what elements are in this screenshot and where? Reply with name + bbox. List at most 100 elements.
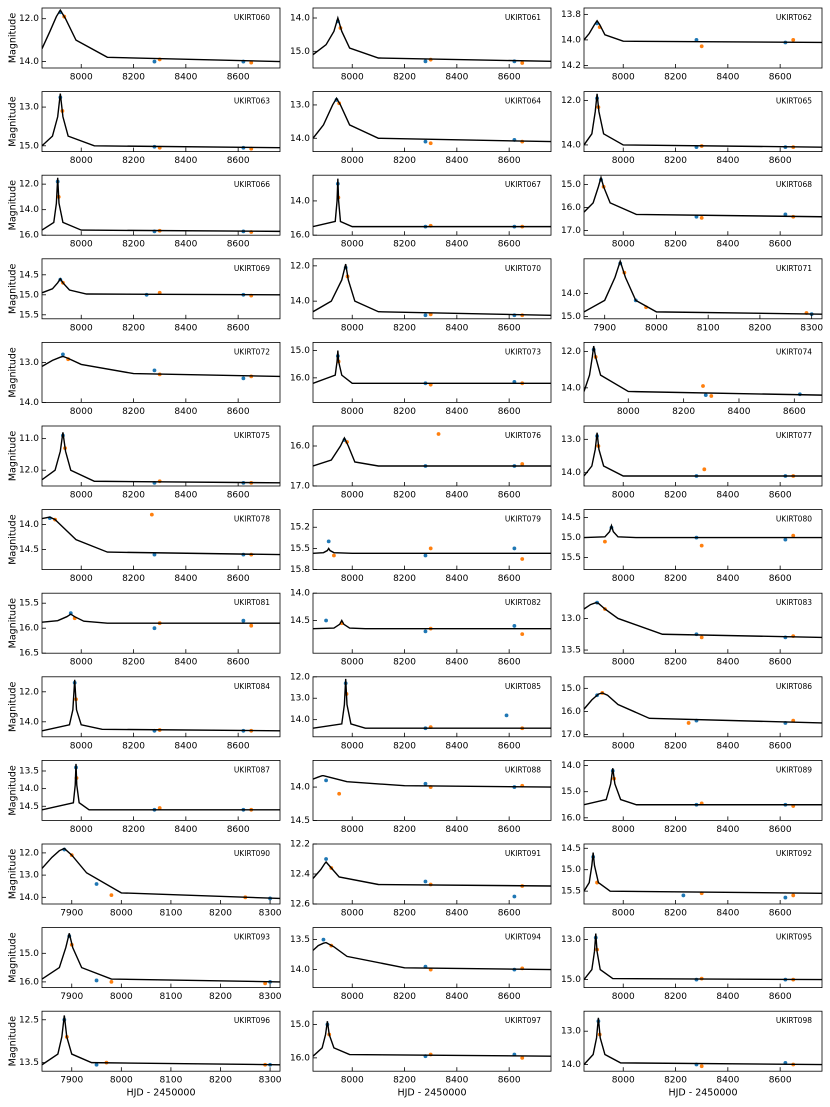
x-tick-label: 8200 [393, 1076, 416, 1086]
panel-label: UKIRT097 [505, 1016, 541, 1025]
data-point [321, 937, 326, 942]
axes-frame [583, 174, 823, 236]
panel: 8000 8200 8400 8600 13.0 14.0 UKIRT077 [561, 425, 823, 501]
plot-area [584, 1017, 822, 1069]
plot-area [42, 93, 280, 151]
x-tick-label: 8200 [122, 73, 145, 83]
plot-area [313, 15, 551, 65]
data-point [152, 552, 157, 557]
plot-area [42, 277, 280, 298]
x-tick-label: 8600 [227, 73, 250, 83]
data-point [109, 893, 114, 898]
x-tick-label: 8400 [445, 658, 468, 668]
plot-area [313, 775, 551, 796]
data-point [249, 60, 254, 65]
y-tick-label: 12.0 [561, 96, 581, 106]
y-tick-label: 12.2 [290, 840, 310, 850]
model-curve [313, 263, 551, 316]
x-tick-label: 8600 [498, 73, 521, 83]
x-tick-label: 8200 [209, 992, 232, 1002]
data-point [436, 432, 441, 436]
x-tick-label: 8600 [769, 741, 792, 751]
panel: 8000 8200 8400 8600 13.0 15.0 UKIRT095 [561, 927, 823, 1002]
x-tick-label: 8600 [769, 992, 792, 1002]
x-tick-label: 8600 [498, 323, 521, 333]
x-tick-label: 8400 [445, 491, 468, 501]
plot-area [313, 263, 551, 318]
y-tick-label: 15.5 [290, 544, 310, 554]
y-tick-label: 15.0 [19, 290, 39, 300]
y-tick-label: 14.0 [290, 196, 310, 206]
panel: 7900 8000 8100 8200 8300 14.0 15.0 UKIRT071 [561, 258, 823, 333]
x-tick-label: 8000 [341, 741, 364, 751]
y-tick-label: 12.6 [290, 900, 310, 910]
y-tick-label: 13.5 [19, 766, 39, 776]
model-curve [313, 678, 551, 729]
x-tick-label: 8200 [122, 240, 145, 250]
data-point [709, 394, 714, 398]
y-tick-label: 14.5 [561, 844, 581, 854]
model-curve [42, 93, 280, 149]
y-tick-label: 14.0 [290, 783, 310, 793]
panel-label: UKIRT087 [234, 765, 270, 774]
x-tick-label: 8400 [174, 407, 197, 417]
y-tick-label: 15.0 [561, 312, 581, 322]
model-curve [584, 768, 822, 806]
x-tick-label: 8600 [227, 825, 250, 835]
axes-frame [312, 341, 552, 403]
y-tick-label: 15.0 [19, 949, 39, 959]
y-tick-label: 14.0 [19, 205, 39, 215]
plot-area [584, 523, 822, 548]
x-tick-label: 8600 [227, 156, 250, 166]
x-tick-label: 8200 [122, 741, 145, 751]
axes-frame [312, 174, 552, 236]
panel-label: UKIRT090 [234, 849, 270, 858]
x-tick-label: 8400 [174, 240, 197, 250]
y-axis-label: Magnitude [8, 1016, 19, 1066]
y-axis-label: Magnitude [8, 431, 19, 481]
model-curve [584, 601, 822, 639]
panel-label: UKIRT085 [505, 682, 541, 691]
y-tick-label: 13.0 [290, 694, 310, 704]
panel: 8000 8200 8400 8600 16.0 17.0 UKIRT076 [290, 425, 552, 501]
data-point [149, 512, 154, 517]
axes-frame [583, 760, 823, 821]
y-tick-label: 14.5 [19, 802, 39, 812]
panel: 8000 8200 8400 8600 13.0 14.0 UKIRT064 [290, 91, 552, 166]
axes-frame [312, 676, 552, 738]
plot-area [584, 432, 822, 478]
y-tick-label: 13.0 [561, 1027, 581, 1037]
plot-area [584, 933, 822, 982]
data-point [791, 38, 796, 42]
x-tick-label: 8000 [612, 574, 635, 584]
y-tick-label: 14.0 [290, 297, 310, 307]
axes-frame [41, 425, 281, 487]
model-curve [313, 178, 551, 228]
model-curve [42, 432, 280, 484]
x-tick-label: 8400 [716, 491, 739, 501]
x-tick-label: 8200 [122, 407, 145, 417]
x-axis-label: HJD - 2450000 [668, 1088, 737, 1099]
y-tick-label: 15.0 [19, 141, 39, 151]
model-curve [313, 775, 551, 788]
y-tick-label: 15.0 [290, 346, 310, 356]
panel-label: UKIRT073 [505, 347, 541, 356]
x-tick-label: 8000 [617, 407, 640, 417]
panel: 8000 8200 8400 8600 14.0 16.0 UKIRT067 [290, 174, 552, 250]
y-tick-label: 14.0 [561, 35, 581, 45]
model-curve [584, 19, 822, 44]
y-tick-label: 16.5 [19, 649, 39, 659]
model-curve [313, 619, 551, 630]
plot-area [584, 93, 822, 150]
panel: 8000 8200 8400 8600 12.0 14.0 16.0 UKIRT066 Magn… [8, 174, 281, 250]
x-tick-label: 8600 [769, 156, 792, 166]
x-tick-label: 8200 [393, 741, 416, 751]
x-tick-label: 8000 [612, 1076, 635, 1086]
x-tick-label: 8400 [728, 407, 751, 417]
plot-area [584, 258, 822, 317]
model-curve [584, 852, 822, 894]
x-tick-label: 7900 [593, 323, 616, 333]
x-tick-label: 8000 [612, 825, 635, 835]
data-point [783, 212, 788, 217]
data-point [512, 894, 517, 899]
